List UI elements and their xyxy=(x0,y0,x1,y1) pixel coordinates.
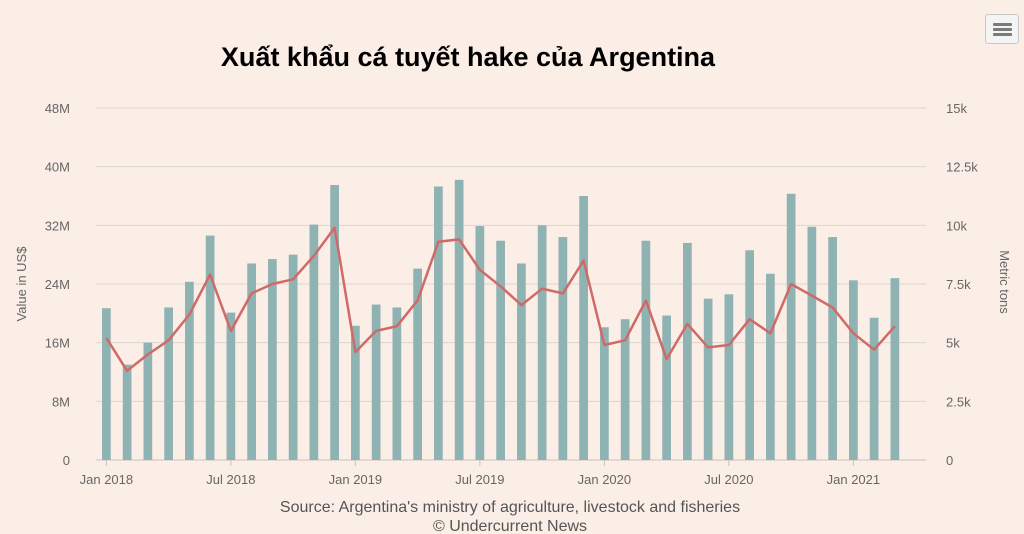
y-left-tick-label: 8M xyxy=(52,394,70,409)
chart-title: Xuất khẩu cá tuyết hake của Argentina xyxy=(220,42,716,72)
y-left-tick-label: 48M xyxy=(45,101,70,116)
bar xyxy=(600,327,609,460)
bar xyxy=(371,304,381,460)
series-line xyxy=(105,226,896,373)
y-left-axis-title: Value in US$ xyxy=(14,246,29,322)
x-tick-label: Jan 2020 xyxy=(578,472,632,487)
y-right-tick-label: 7.5k xyxy=(946,277,971,292)
x-tick-label: Jul 2019 xyxy=(455,472,504,487)
source-note: Source: Argentina's ministry of agricult… xyxy=(280,499,740,516)
bar xyxy=(786,193,796,461)
x-tick-label: Jul 2020 xyxy=(704,472,753,487)
bar xyxy=(413,268,422,460)
y-right-tick-label: 12.5k xyxy=(946,160,978,175)
bar xyxy=(309,224,319,460)
bar xyxy=(330,185,339,460)
bar xyxy=(662,315,671,460)
bar xyxy=(869,317,879,460)
y-left-tick-label: 24M xyxy=(45,277,70,292)
y-left-tick-label: 32M xyxy=(45,218,70,233)
x-tick-label: Jan 2019 xyxy=(329,472,383,487)
bar xyxy=(143,342,153,460)
y-right-tick-label: 5k xyxy=(946,336,960,351)
bar xyxy=(102,308,111,460)
bar xyxy=(537,225,547,460)
credit-note: © Undercurrent News xyxy=(433,518,587,534)
bar xyxy=(288,254,298,460)
bar xyxy=(268,259,277,460)
bar xyxy=(185,281,194,460)
y-left-tick-label: 0 xyxy=(63,453,70,468)
y-right-tick-label: 0 xyxy=(946,453,953,468)
bar xyxy=(683,242,692,460)
bar xyxy=(205,235,215,460)
bar xyxy=(766,273,775,460)
bar xyxy=(745,250,754,460)
bar xyxy=(226,312,236,460)
x-tick-label: Jul 2018 xyxy=(206,472,255,487)
y-right-tick-label: 15k xyxy=(946,101,967,116)
bar xyxy=(807,226,817,460)
bar xyxy=(434,186,443,460)
bar xyxy=(164,307,173,460)
y-right-tick-label: 10k xyxy=(946,218,967,233)
bar xyxy=(849,280,858,460)
bar xyxy=(579,196,588,460)
x-tick-label: Jan 2018 xyxy=(80,472,134,487)
bar xyxy=(247,263,256,460)
bar xyxy=(703,298,713,460)
y-right-tick-label: 2.5k xyxy=(946,394,971,409)
y-left-tick-label: 16M xyxy=(45,336,70,351)
bar xyxy=(392,307,402,460)
bar xyxy=(517,263,526,460)
bar xyxy=(496,240,505,460)
y-left-tick-label: 40M xyxy=(45,160,70,175)
y-right-axis-title: Metric tons xyxy=(997,250,1012,314)
bar xyxy=(724,294,734,460)
bar xyxy=(890,278,900,460)
bar xyxy=(351,325,360,460)
bar xyxy=(454,179,464,460)
x-tick-label: Jan 2021 xyxy=(827,472,881,487)
bar xyxy=(620,319,630,460)
bar xyxy=(475,226,485,460)
bar xyxy=(122,364,132,460)
bar xyxy=(558,237,568,460)
hamburger-menu-icon[interactable] xyxy=(985,14,1019,44)
bar xyxy=(828,237,837,460)
bar xyxy=(641,240,651,460)
